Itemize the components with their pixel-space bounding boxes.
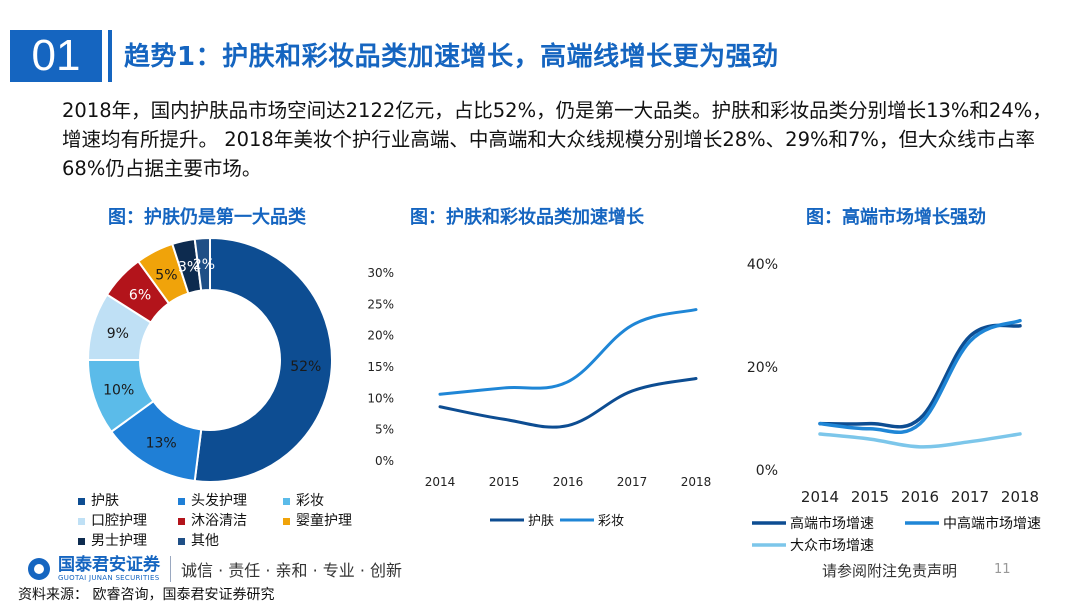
legend-label: 彩妆 [296,493,324,509]
y-tick-label: 40% [747,257,778,273]
legend-swatch [178,537,185,545]
disclaimer-note: 请参阅附注免责声明 [822,562,958,580]
donut-chart: 52% 13% 10% 9% 6%5%3%2% [86,236,333,483]
title-divider [108,30,112,82]
footer-divider [170,556,171,582]
y-tick-label: 20% [367,329,394,343]
y-tick-label: 10% [367,391,394,405]
legend-label: 大众市场增速 [790,537,874,554]
legend-label: 护肤 [528,514,554,529]
company-logo-icon [28,558,50,580]
legend-label: 口腔护理 [91,513,147,529]
donut-slice-1 [193,236,333,483]
y-tick-label: 25% [367,297,394,311]
donut-legend-item: 男士护理 [78,530,147,550]
legend-swatch [78,537,85,545]
category-growth-chart: 0% 5% 10% 15% 20% 25% 30% 2014 2015 2016 2017 2018 护… [367,266,712,529]
footer-brand: 国泰君安证券 GUOTAI JUNAN SECURITIES 诚信 · 责任 ·… [28,556,402,582]
section-number: 01 [10,30,102,82]
source-note: 资料来源： 欧睿咨询，国泰君安证券研究 [18,587,275,603]
logo-chinese: 国泰君安证券 [58,555,160,575]
legend-swatch [283,517,290,525]
legend-label: 沐浴清洁 [191,513,247,529]
y-tick-label: 15% [367,360,394,374]
premium-growth-chart-title: 图：高端市场增长强劲 [806,207,986,228]
series-line-1 [438,377,698,429]
y-tick-label: 30% [367,266,394,280]
legend-swatch [178,497,185,505]
y-tick-label: 0% [375,454,394,468]
legend-swatch [178,517,185,525]
donut-data-label: 5% [155,267,177,283]
donut-chart-title: 图：护肤仍是第一大品类 [108,207,306,228]
x-tick-label: 2018 [681,475,712,489]
x-tick-label: 2017 [951,488,989,506]
legend-label: 中高端市场增速 [943,515,1041,532]
category-growth-chart-title: 图：护肤和彩妆品类加速增长 [410,207,644,228]
x-tick-label: 2018 [1001,488,1039,506]
x-tick-label: 2017 [617,475,648,489]
legend-label: 高端市场增速 [790,515,874,532]
x-tick-label: 2015 [489,475,520,489]
legend-swatch [78,517,85,525]
legend-label: 男士护理 [91,533,147,549]
series-line-1 [818,323,1022,429]
donut-legend-item: 其他 [178,530,219,550]
x-tick-label: 2014 [801,488,839,506]
premium-growth-chart: 0% 20% 40% 2014 2015 2016 2017 2018 高端市场增速 中高端市场增… [747,257,1041,554]
donut-legend-item: 沐浴清洁 [178,510,247,530]
legend-label: 其他 [191,533,219,549]
legend-label: 彩妆 [598,514,624,529]
donut-legend-item: 头发护理 [178,490,247,510]
donut-data-label: 13% [146,436,177,452]
legend-label: 婴童护理 [296,513,352,529]
donut-legend-item: 口腔护理 [78,510,147,530]
logo-english: GUOTAI JUNAN SECURITIES [58,574,160,582]
donut-data-label: 3% [178,259,200,275]
series-line-3 [818,432,1022,449]
legend-label: 头发护理 [191,493,247,509]
donut-legend-item: 婴童护理 [283,510,352,530]
y-tick-label: 0% [756,463,778,479]
donut-legend-item: 彩妆 [283,490,324,510]
series-line-2 [438,308,698,396]
donut-legend-item: 护肤 [78,490,119,510]
donut-data-label: 9% [107,326,129,342]
series-line-2 [818,318,1022,434]
legend-swatch [78,497,85,505]
donut-data-label: 52% [290,359,321,375]
legend-label: 护肤 [91,493,119,509]
intro-paragraph: 2018年，国内护肤品市场空间达2122亿元，占比52%，仍是第一大品类。护肤和… [62,99,1052,180]
x-tick-label: 2014 [425,475,456,489]
y-tick-label: 5% [375,423,394,437]
donut-data-label: 6% [129,287,151,303]
donut-data-label: 2% [193,257,215,273]
x-tick-label: 2016 [553,475,584,489]
page-number: 11 [994,562,1011,577]
company-slogan: 诚信 · 责任 · 亲和 · 专业 · 创新 [181,561,403,580]
legend-swatch [283,497,290,505]
y-tick-label: 20% [747,360,778,376]
donut-legend: 护肤 头发护理 彩妆口腔护理 沐浴清洁 婴童护理男士护理 其他 [78,490,378,550]
x-tick-label: 2016 [901,488,939,506]
x-tick-label: 2015 [851,488,889,506]
donut-slice-8 [193,236,211,292]
donut-data-label: 10% [103,383,134,399]
slide-title: 趋势1：护肤和彩妆品类加速增长，高端线增长更为强劲 [124,42,779,72]
